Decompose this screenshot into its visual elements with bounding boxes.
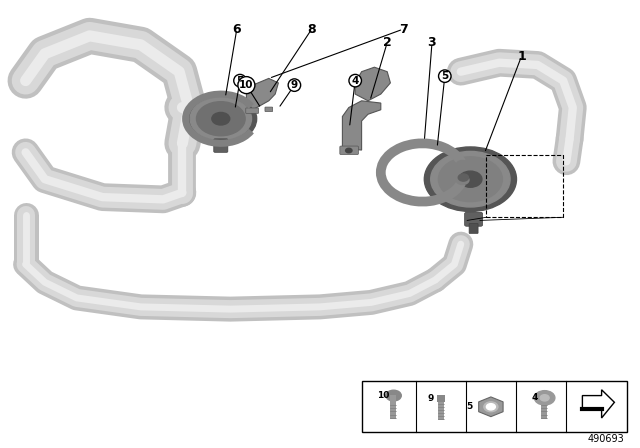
FancyBboxPatch shape xyxy=(265,107,273,112)
Circle shape xyxy=(534,391,555,405)
Bar xyxy=(362,381,627,432)
Text: 7: 7 xyxy=(399,22,408,36)
FancyBboxPatch shape xyxy=(214,139,228,152)
Bar xyxy=(438,395,444,420)
FancyBboxPatch shape xyxy=(469,224,478,233)
Text: 9: 9 xyxy=(291,80,298,90)
Circle shape xyxy=(486,404,495,410)
Text: 5: 5 xyxy=(236,76,244,86)
Text: 4: 4 xyxy=(531,393,538,402)
Polygon shape xyxy=(479,397,503,417)
Text: 490693: 490693 xyxy=(588,435,624,444)
Bar xyxy=(390,395,396,419)
Polygon shape xyxy=(342,101,381,150)
Bar xyxy=(437,395,445,402)
Circle shape xyxy=(346,148,352,153)
Text: 10: 10 xyxy=(377,391,390,400)
Polygon shape xyxy=(355,67,390,101)
Circle shape xyxy=(190,97,252,140)
Circle shape xyxy=(431,151,510,207)
Text: 2: 2 xyxy=(383,36,392,49)
FancyBboxPatch shape xyxy=(465,212,483,226)
Text: 10: 10 xyxy=(239,80,253,90)
Text: 9: 9 xyxy=(428,394,434,403)
FancyBboxPatch shape xyxy=(340,146,358,155)
Text: 4: 4 xyxy=(351,76,359,86)
Text: 5: 5 xyxy=(441,71,449,81)
Text: 6: 6 xyxy=(232,22,241,36)
Circle shape xyxy=(196,102,245,136)
Circle shape xyxy=(212,112,230,125)
Bar xyxy=(541,397,547,419)
Text: 3: 3 xyxy=(428,36,436,49)
Circle shape xyxy=(540,395,549,401)
Circle shape xyxy=(386,390,401,401)
Text: 8: 8 xyxy=(307,22,316,36)
Circle shape xyxy=(458,174,468,181)
Text: 1: 1 xyxy=(517,49,526,63)
Circle shape xyxy=(459,171,482,187)
Text: 5: 5 xyxy=(466,402,472,411)
Circle shape xyxy=(424,147,516,211)
Circle shape xyxy=(456,176,469,185)
Polygon shape xyxy=(246,78,278,110)
Polygon shape xyxy=(582,390,614,418)
Circle shape xyxy=(185,94,257,144)
Circle shape xyxy=(456,160,469,169)
FancyBboxPatch shape xyxy=(246,108,259,113)
Circle shape xyxy=(438,157,502,202)
Circle shape xyxy=(484,402,498,412)
